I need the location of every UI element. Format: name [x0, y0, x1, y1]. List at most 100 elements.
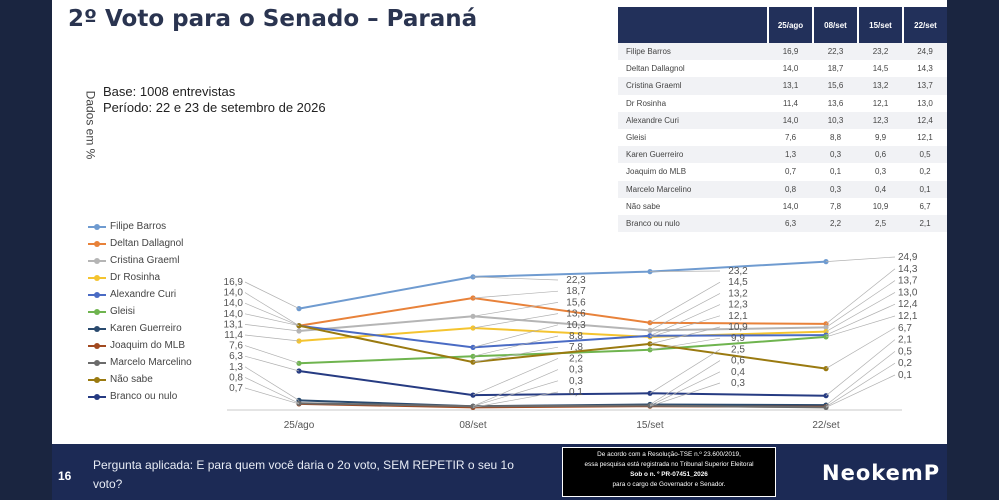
- leader-line: [244, 366, 300, 401]
- x-tick-label: 08/set: [459, 420, 486, 431]
- legend-swatch: [88, 359, 106, 366]
- legend-swatch: [88, 342, 106, 349]
- leader-line: [825, 280, 896, 328]
- legend-label: Dr Rosinha: [110, 272, 161, 283]
- legend-item: Gleisi: [88, 303, 192, 320]
- tse-line-1: De acordo com a Resolução-TSE n.º 23.600…: [597, 451, 741, 458]
- data-label: 0,3: [731, 378, 745, 389]
- table-cell-value: 13,6: [813, 94, 858, 112]
- data-label: 0,5: [898, 346, 912, 357]
- leader-line: [472, 313, 559, 329]
- legend-label: Deltan Dallagnol: [110, 238, 184, 249]
- leader-line: [649, 293, 721, 331]
- table-cell-name: Joaquim do MLB: [618, 163, 768, 181]
- table-cell-value: 7,8: [813, 197, 858, 215]
- data-label: 9,9: [731, 333, 745, 344]
- series-line: [298, 402, 827, 409]
- data-label: 12,4: [898, 299, 918, 310]
- data-label: 12,3: [728, 300, 748, 311]
- table-cell-value: 0,2: [903, 163, 947, 181]
- leader-line: [244, 302, 300, 327]
- leader-line: [472, 276, 559, 281]
- leader-line: [472, 391, 559, 408]
- data-label: 1,3: [229, 362, 243, 373]
- table-cell-value: 7,6: [768, 128, 813, 147]
- table-row: Filipe Barros 16,9 22,3 23,2 24,9: [618, 43, 947, 61]
- table-row: Cristina Graeml 13,1 15,6 13,2 13,7: [618, 77, 947, 95]
- table-header-2: 15/set: [857, 7, 903, 43]
- data-label: 13,7: [898, 276, 918, 287]
- legend-item: Deltan Dallagnol: [88, 235, 192, 252]
- table-cell-value: 12,1: [903, 128, 947, 147]
- leader-line: [472, 290, 559, 299]
- data-label: 11,4: [224, 330, 243, 341]
- table-row: Deltan Dallagnol 14,0 18,7 14,5 14,3: [618, 60, 947, 78]
- data-label: 14,0: [224, 288, 244, 299]
- data-label: 0,1: [898, 370, 912, 381]
- legend-swatch: [88, 376, 106, 383]
- table-row: Alexandre Curi 14,0 10,3 12,3 12,4: [618, 111, 947, 129]
- legend-swatch: [88, 308, 106, 315]
- table-cell-value: 2,1: [903, 214, 947, 233]
- legend-swatch: [88, 325, 106, 332]
- line-chart: 25/ago 08/set 15/set 22/set16,914,014,014,0…: [224, 252, 918, 431]
- data-label: 13,1: [224, 319, 244, 330]
- legend-swatch: [88, 240, 106, 247]
- table-cell-name: Não sabe: [618, 197, 768, 215]
- data-label: 6,3: [229, 351, 243, 362]
- data-label: 0,3: [569, 376, 583, 387]
- table-row: Branco ou nulo 6,3 2,2 2,5 2,1: [618, 214, 947, 233]
- table-cell-value: 15,6: [813, 77, 858, 95]
- table-cell-name: Gleisi: [618, 128, 768, 147]
- data-label: 6,7: [898, 323, 912, 334]
- table-cell-value: 9,9: [858, 128, 903, 147]
- legend-swatch: [88, 257, 106, 264]
- leader-line: [825, 256, 896, 262]
- page-title: 2º Voto para o Senado – Paraná: [68, 6, 478, 32]
- leader-line: [244, 345, 300, 364]
- data-label: 14,5: [728, 277, 748, 288]
- data-label: 24,9: [898, 252, 918, 263]
- table-cell-value: 0,6: [858, 146, 903, 164]
- tse-registration-box: De acordo com a Resolução-TSE n.º 23.600…: [562, 447, 776, 497]
- table-cell-value: 14,0: [768, 111, 813, 129]
- table-cell-value: 12,1: [858, 94, 903, 112]
- table-cell-value: 0,3: [813, 180, 858, 198]
- x-tick-label: 22/set: [812, 420, 839, 431]
- leader-line: [649, 281, 721, 324]
- leader-line: [244, 377, 300, 404]
- table-cell-value: 14,0: [768, 60, 813, 78]
- table-row: Karen Guerreiro 1,3 0,3 0,6 0,5: [618, 146, 947, 164]
- footer-bar: 16 Pergunta aplicada: E para quem você d…: [52, 444, 947, 500]
- table-cell-value: 11,4: [768, 94, 813, 112]
- series-line: [298, 296, 827, 327]
- company-logo: NeokemP: [822, 461, 941, 485]
- data-label: 14,0: [224, 309, 244, 320]
- series-line: [298, 324, 827, 349]
- table-cell-name: Karen Guerreiro: [618, 146, 768, 164]
- legend-item: Alexandre Curi: [88, 286, 192, 303]
- table-cell-name: Alexandre Curi: [618, 111, 768, 129]
- data-label: 0,2: [898, 358, 912, 369]
- leader-line: [649, 382, 721, 407]
- legend-label: Não sabe: [110, 374, 153, 385]
- table-header-blank: [618, 7, 768, 43]
- table-cell-value: 22,3: [813, 43, 858, 61]
- data-label: 8,8: [569, 331, 583, 342]
- table-cell-value: 10,9: [858, 197, 903, 215]
- table-header-0: 25/ago: [767, 7, 813, 43]
- leader-line: [244, 281, 300, 309]
- data-label: 0,3: [569, 365, 583, 376]
- legend-swatch: [88, 393, 106, 400]
- legend-item: Cristina Graeml: [88, 252, 192, 269]
- leader-line: [825, 268, 896, 325]
- table-header-3: 22/set: [902, 7, 947, 43]
- table-body: Filipe Barros 16,9 22,3 23,2 24,9 Deltan Dall…: [618, 43, 947, 233]
- table-cell-value: 18,7: [813, 60, 858, 78]
- leader-line: [649, 337, 721, 351]
- table-cell-value: 8,8: [813, 128, 858, 147]
- table-cell-value: 12,4: [903, 111, 947, 129]
- data-label: 0,1: [569, 387, 583, 398]
- x-tick-label: 25/ago: [284, 420, 315, 431]
- table-cell-name: Branco ou nulo: [618, 214, 768, 233]
